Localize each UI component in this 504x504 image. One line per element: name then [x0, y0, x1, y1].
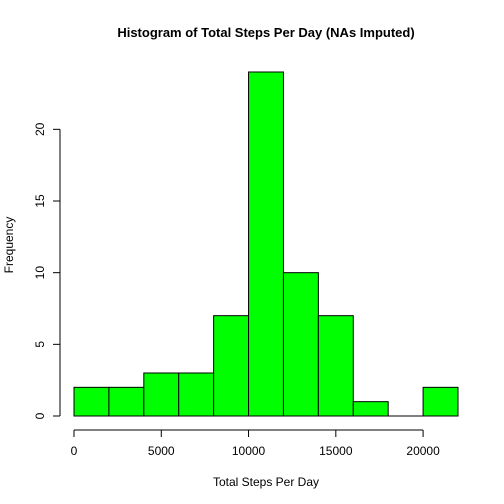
x-tick-label: 15000 [319, 444, 353, 458]
y-tick-label: 5 [33, 341, 47, 348]
histogram-bar [248, 71, 284, 417]
x-tick-label: 20000 [406, 444, 440, 458]
chart-title: Histogram of Total Steps Per Day (NAs Im… [117, 25, 414, 40]
x-tick-label: 0 [71, 444, 78, 458]
x-tick-label: 10000 [232, 444, 266, 458]
histogram-bar [73, 386, 110, 417]
histogram-bar [282, 272, 319, 417]
histogram-bar [352, 401, 389, 417]
histogram-bar [317, 315, 354, 417]
histogram-bar [143, 372, 180, 417]
histogram-bar [178, 372, 215, 417]
x-axis: 0 5000 10000 15000 20000 [71, 429, 440, 458]
histogram-bar [213, 315, 250, 417]
histogram-bar [108, 386, 145, 417]
y-axis: 0 5 10 15 20 [33, 122, 61, 419]
y-axis-label: Frequency [2, 217, 16, 274]
x-axis-label: Total Steps Per Day [213, 475, 319, 489]
y-tick-label: 0 [33, 412, 47, 419]
x-tick-label: 5000 [148, 444, 175, 458]
y-tick-label: 20 [33, 122, 47, 136]
y-tick-label: 15 [33, 194, 47, 208]
histogram-bar [422, 386, 459, 417]
y-tick-label: 10 [33, 266, 47, 280]
bars [73, 71, 459, 417]
